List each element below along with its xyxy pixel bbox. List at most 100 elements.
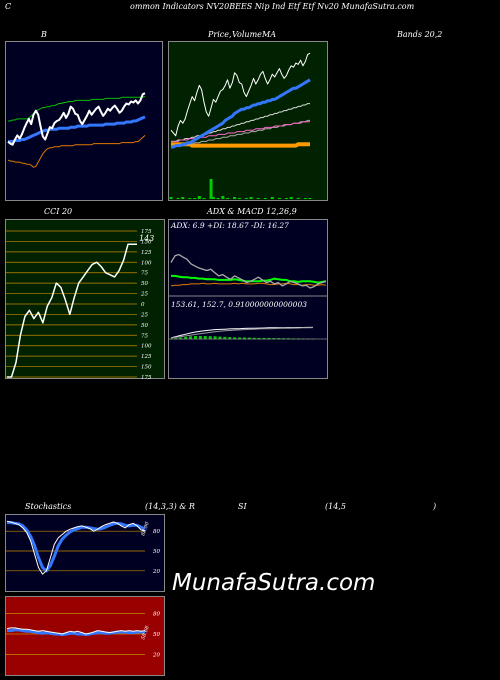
bollinger-panel bbox=[5, 41, 163, 201]
macd-histogram-bar bbox=[208, 336, 212, 340]
macd-values-label: 153.61, 152.7, 0.910000000000003 bbox=[171, 300, 307, 309]
bollinger-chart bbox=[5, 41, 163, 201]
price-panel bbox=[168, 41, 328, 201]
volume-bar bbox=[308, 198, 312, 199]
macd-macd-line bbox=[170, 326, 313, 339]
macd-signal-line bbox=[170, 327, 314, 339]
cci-tick-label: 175 bbox=[141, 229, 152, 235]
macd-histogram-bar bbox=[198, 336, 202, 340]
volume-bar bbox=[202, 198, 206, 199]
macd-histogram-bar bbox=[233, 337, 237, 340]
adx-macd-panel: ADX: 6.9 +DI: 18.67 -DI: 16.27 153.61, 15… bbox=[168, 219, 328, 379]
adx-bg bbox=[168, 219, 328, 379]
price-label: Price, bbox=[208, 30, 232, 39]
cci-panel: 175 150 125 100 75 50 25 0 25 50 75 100 125 150 175 143 bbox=[5, 219, 165, 379]
price-bg bbox=[168, 41, 328, 201]
price-volume-chart bbox=[168, 41, 328, 201]
bollinger-middle-line bbox=[8, 115, 146, 144]
adx-macd-chart: ADX: 6.9 +DI: 18.67 -DI: 16.27 153.61, 15… bbox=[168, 219, 328, 379]
cci-tick-label: 125 bbox=[141, 250, 152, 256]
rsi-blue-line bbox=[7, 628, 145, 637]
rsi-params-label: (14,5 bbox=[325, 502, 346, 511]
volume-bar bbox=[284, 198, 288, 199]
stoch-tick-label: 50 bbox=[153, 549, 160, 555]
stoch-tick-label: 80 bbox=[153, 529, 160, 535]
cci-tick-label: 25 bbox=[140, 292, 148, 298]
macd-histogram-bar bbox=[238, 337, 242, 340]
cci-tick-label: 125 bbox=[141, 354, 152, 360]
watermark: MunafaSutra.com bbox=[172, 570, 376, 596]
macd-histogram-bar bbox=[223, 336, 227, 340]
rsi-tick-label: 50 bbox=[153, 632, 160, 638]
stoch-k-line bbox=[6, 520, 146, 575]
cci-tick-label: 75 bbox=[141, 333, 148, 339]
volume-bar bbox=[233, 197, 237, 199]
cci-value-label: 143 bbox=[139, 234, 154, 243]
macd-histogram-bar bbox=[193, 336, 197, 340]
bollinger-price-line bbox=[7, 92, 146, 146]
rsi-tick-label: 20 bbox=[152, 652, 160, 658]
stoch-d-line bbox=[7, 521, 146, 573]
macd-histogram-bar bbox=[228, 337, 232, 340]
volume-bar bbox=[221, 196, 225, 199]
macd-histogram-bar bbox=[242, 337, 246, 340]
price-ma-orange-line bbox=[171, 142, 310, 148]
stoch-value-label: 88.90 bbox=[140, 520, 151, 536]
stoch-label: Stochastics bbox=[25, 502, 72, 511]
volume-bar bbox=[289, 197, 293, 199]
volume-label: Volume bbox=[232, 30, 262, 39]
cci-bg bbox=[5, 219, 165, 379]
volume-bar bbox=[296, 198, 300, 199]
rsi-tick-label: 80 bbox=[153, 612, 160, 618]
volume-bar bbox=[277, 198, 281, 199]
macd-histogram-bar bbox=[203, 336, 207, 340]
page-title: ommon Indicators NV20BEES Nip Ind Etf Et… bbox=[130, 2, 415, 11]
rsi-value-label: 58.68 bbox=[140, 625, 151, 641]
price-ma-white-line bbox=[171, 103, 310, 142]
cci-tick-label: 50 bbox=[141, 323, 148, 329]
cci-tick-label: 0 bbox=[141, 302, 145, 308]
volume-bar bbox=[181, 197, 185, 199]
header-c: C bbox=[5, 2, 12, 11]
volume-bar bbox=[188, 198, 192, 199]
cci-label: CCI 20 bbox=[44, 207, 73, 216]
cci-tick-label: 100 bbox=[141, 260, 152, 266]
volume-bar bbox=[249, 197, 253, 199]
cci-tick-label: 150 bbox=[141, 365, 152, 371]
cci-tick-label: 25 bbox=[140, 312, 148, 318]
volume-bar bbox=[270, 197, 274, 199]
bollinger-label: B bbox=[41, 30, 47, 39]
stoch-panel: 80 50 20 88.90 bbox=[5, 514, 165, 592]
volume-bar bbox=[209, 179, 213, 199]
stoch-params-label: (14,3,3) & R bbox=[145, 502, 195, 511]
bands-label: Bands 20,2 bbox=[397, 30, 443, 39]
macd-histogram-bar bbox=[218, 336, 222, 340]
macd-histogram-bar bbox=[252, 337, 256, 340]
rsi-white-line bbox=[6, 627, 146, 635]
volume-bar bbox=[256, 198, 260, 199]
stoch-tick-label: 20 bbox=[152, 569, 160, 575]
volume-bar bbox=[211, 197, 215, 199]
volume-bar bbox=[303, 198, 307, 199]
volume-bar bbox=[216, 198, 220, 199]
macd-histogram-bar bbox=[179, 337, 183, 340]
volume-bar bbox=[169, 197, 173, 199]
rsi-close-label: ) bbox=[433, 502, 437, 511]
stochastics-chart: 80 50 20 88.90 bbox=[5, 514, 165, 592]
volume-bar bbox=[176, 198, 180, 199]
cci-tick-label: 50 bbox=[141, 281, 148, 287]
rsi-chart: 80 50 20 58.68 bbox=[5, 596, 165, 676]
volume-bar bbox=[226, 198, 230, 199]
cci-line bbox=[7, 243, 137, 378]
volume-bar bbox=[263, 198, 267, 199]
macd-histogram-bar bbox=[247, 337, 251, 340]
macd-histogram-bar bbox=[189, 336, 193, 340]
adx-adx-line bbox=[170, 253, 327, 289]
bollinger-upper-line bbox=[8, 95, 146, 122]
bollinger-lower-line bbox=[7, 135, 146, 168]
volume-bar bbox=[197, 196, 201, 199]
cci-tick-label: 75 bbox=[141, 271, 148, 277]
volume-bar bbox=[237, 198, 241, 199]
cci-tick-label: 175 bbox=[141, 375, 152, 379]
